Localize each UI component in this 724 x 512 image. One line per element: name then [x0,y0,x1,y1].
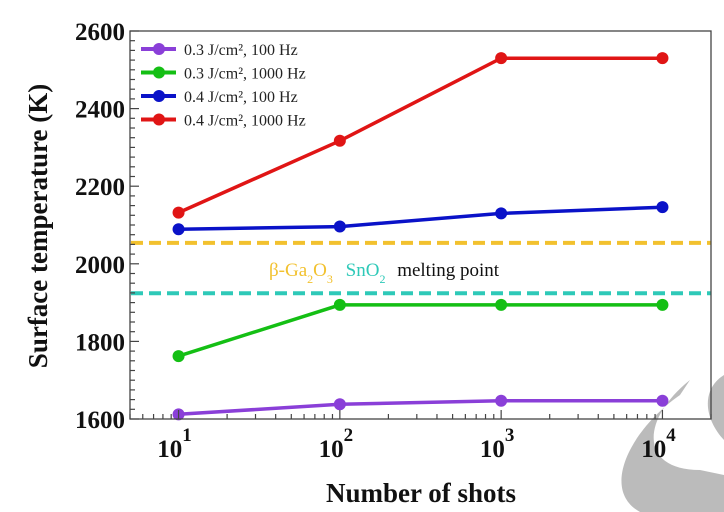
sno2-label: SnO2 [346,260,386,286]
legend-item: 0.4 J/cm², 1000 Hz [141,113,306,130]
tick-exponent: 4 [666,425,676,446]
data-point [172,350,185,363]
tick-exponent: 2 [344,425,354,446]
data-point [495,52,508,65]
series-line [178,303,663,358]
series-4 [172,52,669,219]
data-point [656,201,669,214]
legend-label: 0.3 J/cm², 1000 Hz [184,66,306,83]
data-point [172,206,185,219]
legend: 0.3 J/cm², 100 Hz 0.3 J/cm², 1000 Hz 0.4 J… [141,42,306,130]
series-line [177,56,663,215]
series-2 [172,298,669,363]
data-point [333,398,346,411]
legend-swatch-marker [153,43,165,55]
x-tick-label: 102 [319,425,354,463]
data-point [656,298,669,311]
data-point [656,394,669,407]
series-line [178,205,663,232]
tick-exponent: 3 [505,425,515,446]
legend-item: 0.3 J/cm², 1000 Hz [141,66,306,83]
legend-item: 0.4 J/cm², 100 Hz [141,89,298,106]
series-3 [172,201,669,236]
tick-exponent: 1 [182,425,192,446]
legend-swatch-marker [153,90,165,102]
x-tick-label: 104 [641,425,676,463]
melting-point-text: melting point [397,260,500,281]
tick-base: 10 [319,436,344,463]
x-axis-title: Number of shots [326,478,516,508]
series-line [178,399,663,417]
y-tick-label: 2600 [75,19,125,46]
watermark-swoosh [621,375,724,512]
y-tick-label: 2400 [75,97,125,124]
legend-label: 0.4 J/cm², 100 Hz [184,89,298,106]
y-tick-label: 2000 [75,252,125,279]
y-tick-label: 1600 [75,407,125,434]
data-point [172,223,185,236]
x-tick-label: 103 [480,425,515,463]
data-point [656,52,669,65]
data-point [333,298,346,311]
melting-point-annotation: β-Ga2O3 SnO2 melting point [269,260,500,286]
legend-swatch-marker [153,113,165,126]
tick-base: 10 [641,436,666,463]
x-tick-label: 101 [157,425,192,463]
legend-item: 0.3 J/cm², 100 Hz [141,42,298,59]
y-axis-title: Surface temperature (K) [23,84,53,368]
data-point [495,298,508,311]
legend-label: 0.4 J/cm², 1000 Hz [184,113,306,130]
data-point [333,134,346,147]
legend-swatch-marker [153,66,165,79]
ga2o3-label: β-Ga2O3 [269,260,333,286]
series-1 [172,394,669,421]
data-point [333,220,346,233]
legend-label: 0.3 J/cm², 100 Hz [184,42,298,59]
tick-base: 10 [157,436,182,463]
data-point [495,207,508,220]
y-tick-label: 1800 [75,329,125,356]
tick-base: 10 [480,436,505,463]
data-point [495,394,508,407]
y-tick-label: 2200 [75,174,125,201]
